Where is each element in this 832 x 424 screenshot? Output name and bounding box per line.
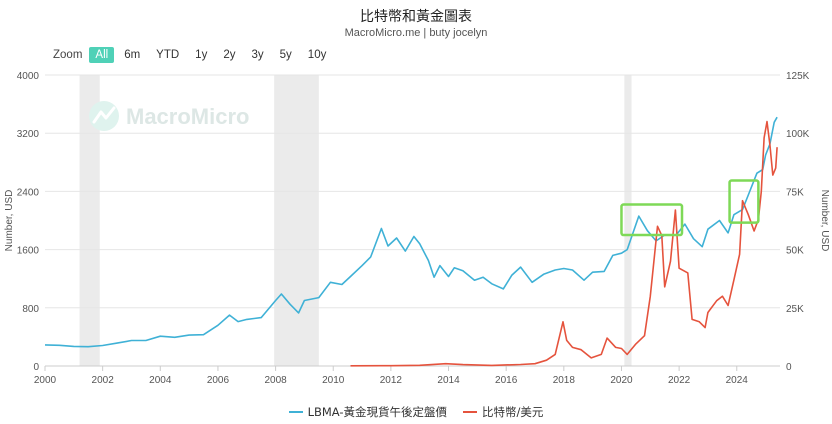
zoom-button-all[interactable]: All [89, 47, 115, 63]
legend-label-gold: LBMA-黃金現貨午後定盤價 [307, 405, 448, 419]
y-left-tick-label: 0 [33, 362, 39, 373]
chart-subtitle: MacroMicro.me | buty jocelyn [344, 27, 488, 39]
watermark-text: MacroMicro [126, 104, 249, 129]
y-right-tick-label: 50K [786, 246, 804, 257]
shaded-period-1 [274, 75, 319, 366]
series-line-btc [350, 120, 778, 367]
zoom-button-2y[interactable]: 2y [223, 49, 236, 61]
shaded-period-2 [624, 75, 632, 366]
zoom-button-3y[interactable]: 3y [251, 49, 264, 61]
x-tick-label: 2008 [264, 375, 287, 386]
legend-swatch-btc [463, 411, 478, 413]
y-right-tick-label: 125K [786, 71, 810, 82]
highlight-box-0 [620, 203, 684, 237]
x-tick-label: 2004 [149, 375, 172, 386]
x-tick-label: 2006 [207, 375, 230, 386]
chart-title: 比特幣和黃金圖表 [360, 9, 472, 25]
zoom-controls: Zoom All 6m YTD 1y 2y 3y 5y 10y [53, 47, 336, 63]
zoom-button-5y[interactable]: 5y [279, 49, 292, 61]
legend-swatch-gold [288, 411, 303, 413]
x-tick-label: 2024 [726, 375, 749, 386]
y-left-tick-label: 1600 [17, 246, 40, 257]
series-line-gold [44, 116, 778, 348]
y-left-axis-title: Number, USD [4, 190, 15, 252]
x-tick-label: 2000 [34, 375, 57, 386]
y-right-tick-label: 75K [786, 187, 804, 198]
y-left-tick-label: 4000 [17, 71, 40, 82]
x-tick-label: 2012 [380, 375, 403, 386]
zoom-button-10y[interactable]: 10y [307, 49, 327, 61]
x-tick-label: 2022 [668, 375, 691, 386]
zoom-button-1y[interactable]: 1y [195, 49, 208, 61]
x-tick-label: 2018 [553, 375, 576, 386]
y-right-axis-title: Number, USD [819, 190, 830, 252]
y-left-tick-label: 3200 [17, 129, 40, 140]
zoom-button-6m[interactable]: 6m [124, 49, 141, 61]
legend-item-btc[interactable]: 比特幣/美元 [463, 404, 543, 420]
y-right-tick-label: 25K [786, 304, 804, 315]
shaded-period-0 [79, 75, 100, 366]
y-right-tick-label: 100K [786, 129, 810, 140]
legend-label-btc: 比特幣/美元 [482, 405, 544, 419]
highlight-box-1 [728, 179, 760, 224]
y-left-tick-label: 800 [22, 304, 39, 315]
y-left-tick-label: 2400 [17, 187, 40, 198]
watermark-logo-mark [92, 106, 116, 124]
x-tick-label: 2010 [322, 375, 345, 386]
x-tick-label: 2014 [437, 375, 460, 386]
legend: LBMA-黃金現貨午後定盤價 比特幣/美元 [0, 404, 832, 420]
x-tick-label: 2020 [610, 375, 633, 386]
y-right-tick-label: 0 [786, 362, 792, 373]
zoom-label: Zoom [53, 49, 83, 61]
zoom-button-ytd[interactable]: YTD [156, 49, 180, 61]
x-tick-label: 2016 [495, 375, 518, 386]
legend-item-gold[interactable]: LBMA-黃金現貨午後定盤價 [288, 404, 448, 420]
x-tick-label: 2002 [92, 375, 115, 386]
